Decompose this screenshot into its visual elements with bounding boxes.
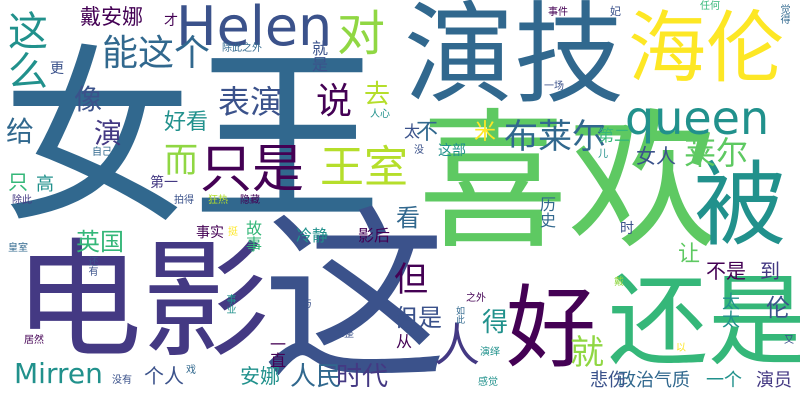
word-anna: 安娜 (240, 364, 280, 388)
word-danshi: 但是 (394, 304, 442, 332)
word-zhebu: 这部 (438, 143, 466, 159)
word-nvren: 女人 (636, 144, 676, 168)
word-lishi: 历史 (537, 196, 556, 228)
word-dai: 戴 (614, 277, 624, 288)
word-huangshi: 皇室 (8, 243, 28, 254)
word-geng: 更 (50, 61, 64, 77)
word-mi: 米 (474, 120, 497, 145)
word-beishang: 悲伤 (590, 370, 626, 391)
word-yi: 以 (676, 343, 686, 354)
word-zhishi: 只是 (200, 140, 305, 200)
word-laier: 莱尔 (684, 134, 749, 172)
word-renmin: 人民 (290, 362, 343, 392)
word-shijian: 事件 (548, 7, 568, 18)
word-bushi: 不是 (706, 259, 746, 283)
word-yingguo: 英国 (76, 228, 124, 256)
word-xi: 戏 (186, 365, 196, 376)
word-bu: 不 (416, 120, 439, 145)
word-like: 喜欢 (418, 96, 719, 270)
word-kan: 看 (396, 204, 420, 232)
word-cai: 才 (164, 13, 178, 29)
word-dui: 对 (328, 8, 384, 56)
word-shiye: 事业 (224, 294, 235, 314)
word-ganjue: 感觉 (478, 377, 498, 388)
word-cong: 从 (396, 332, 413, 351)
word-tai: 太 (404, 122, 421, 141)
word-zhiwai: 之外 (466, 293, 486, 304)
word-renxin: 人心 (370, 109, 390, 120)
word-hao: 好 (506, 276, 596, 381)
word-chuci: 除此 (12, 195, 32, 206)
word-juran: 居然 (24, 335, 44, 346)
word-zhi: 只 (8, 170, 28, 194)
word-wangshi: 王室 (320, 142, 408, 193)
word-biaoyan: 表演 (218, 83, 283, 121)
word-nengzhege: 能这个 (102, 33, 211, 74)
word-lengjing: 冷静 (296, 226, 329, 245)
word-movie: 电影 (14, 227, 271, 376)
word-gao: 高 (36, 174, 54, 195)
word-helen: Helen (176, 0, 333, 58)
word-acting: 演技 (404, 0, 624, 119)
word-haishi: 还是 (608, 263, 800, 380)
word-dier: 第二 (598, 126, 631, 145)
word-juede: 觉得 (778, 4, 789, 24)
word-yige: 一个 (706, 370, 742, 391)
word-renhe: 任何 (700, 1, 720, 12)
word-gushi: 故事 (243, 220, 262, 252)
word-you: 又 (784, 335, 794, 346)
word-yan: 演 (94, 117, 123, 150)
word-de: 得 (482, 308, 509, 338)
word-dan: 但 (394, 260, 428, 300)
word-zhe: 这 (262, 190, 447, 400)
word-geren: 个人 (144, 364, 184, 388)
word-dao: 到 (760, 259, 780, 283)
word-bei: 被 (694, 152, 787, 259)
word-yu: 与 (302, 299, 312, 310)
word-ting: 挺 (228, 227, 238, 238)
word-shuo: 说 (316, 81, 353, 122)
word-diana: 戴安娜 (80, 5, 143, 29)
word-yincang: 隐藏 (240, 195, 260, 206)
word-ren: 人 (434, 318, 480, 372)
word-haokan: 好看 (164, 110, 209, 135)
word-ziji: 自己 (92, 147, 112, 158)
word-queen: 女王 (2, 29, 383, 250)
word-yinghou: 影后 (358, 226, 391, 245)
word-gei: 给 (6, 115, 35, 148)
word-helen-cn: 海伦 (628, 4, 785, 94)
word-meiyou: 没有 (112, 375, 132, 386)
word-ruci: 如此 (454, 306, 464, 324)
word-kuangre: 狂热 (208, 195, 228, 206)
word-gongzheng: 工整 (334, 329, 354, 340)
word-shidai: 时代 (336, 362, 389, 392)
word-yanyi: 演绎 (480, 347, 500, 358)
word-chucizhiwai: 除此之外 (222, 43, 262, 54)
word-fei: 妃 (610, 5, 621, 18)
word-jiu: 就 (570, 333, 604, 373)
word-zhengzhiqizhi: 政治气质 (618, 370, 690, 391)
word-yichang: 一场 (544, 81, 564, 92)
word-bulaier: 布莱尔 (504, 117, 606, 157)
word-diyi: 第一 (150, 175, 178, 191)
word-yizhi: 一直 (267, 336, 286, 368)
word-queen-en: queen (625, 91, 770, 145)
word-haiyou: 还有 (86, 256, 97, 276)
word-yanyuan: 演员 (756, 370, 792, 391)
word-jiushi: 就是 (309, 40, 328, 72)
word-rang: 让 (678, 242, 701, 267)
word-mirren: Mirren (14, 357, 103, 390)
word-shishi: 事实 (196, 225, 224, 241)
word-taitai: 太太 (719, 292, 740, 328)
word-shi: 时 (620, 221, 634, 237)
word-er: 而 (164, 141, 198, 181)
word-xiang: 像 (74, 83, 103, 116)
word-zheme: 这么 (1, 10, 47, 90)
word-mei: 没 (414, 145, 424, 156)
word-er2: 儿 (598, 149, 608, 160)
word-paide: 拍得 (174, 195, 194, 206)
word-qu: 去 (364, 80, 391, 110)
word-lun: 伦 (766, 294, 790, 322)
